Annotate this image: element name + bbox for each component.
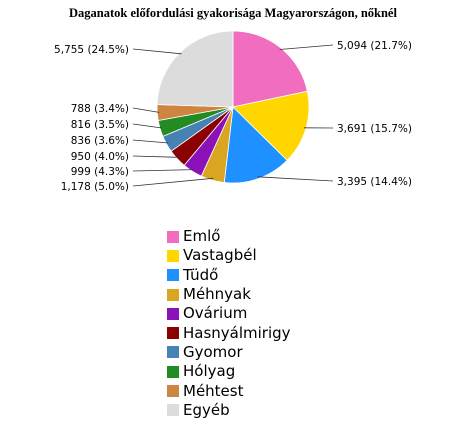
pie-svg: 5,094 (21.7%) 3,691 (15.7%) 3,395 (14.4%) 1… — [54, 30, 412, 193]
slice-label-5: 999 (4.3%) — [71, 166, 129, 178]
chart-title: Daganatok előfordulási gyakorisága Magya… — [69, 6, 397, 20]
legend-swatch — [167, 269, 179, 282]
leader-line-4 — [132, 177, 214, 187]
legend-label: Hólyag — [183, 362, 236, 381]
legend-label: Tüdő — [183, 265, 219, 284]
leader-line-8 — [132, 123, 163, 129]
leader-line-10 — [132, 48, 182, 55]
slice-label-2: 3,691 (15.7%) — [337, 123, 412, 135]
legend-item-6: Hasnyálmirigy — [167, 323, 291, 342]
legend-item-3: Tüdő — [167, 266, 291, 285]
leader-line-9 — [132, 107, 160, 113]
leader-line-7 — [132, 139, 169, 144]
slice-label-6: 950 (4.0%) — [71, 151, 129, 163]
leader-lines — [132, 44, 334, 187]
legend-item-4: Méhnyak — [167, 285, 291, 304]
legend-swatch — [167, 385, 179, 398]
slice-label-7: 836 (3.6%) — [71, 135, 129, 147]
legend-swatch — [167, 249, 179, 262]
leader-line-3 — [257, 176, 334, 182]
slice-label-8: 816 (3.5%) — [71, 119, 129, 131]
slice-label-9: 788 (3.4%) — [71, 103, 129, 115]
legend-label: Hasnyálmirigy — [183, 323, 291, 342]
legend-label: Gyomor — [183, 342, 243, 361]
legend-swatch — [167, 230, 179, 243]
legend-label: Egyéb — [183, 400, 230, 419]
legend-item-7: Gyomor — [167, 343, 291, 362]
pie-slice-10 — [156, 30, 234, 108]
legend-item-9: Méhtest — [167, 381, 291, 400]
legend-swatch — [167, 307, 179, 320]
slice-label-4: 1,178 (5.0%) — [61, 181, 129, 193]
pie-slice-3 — [223, 106, 288, 184]
legend: Emlő Vastagbél Tüdő Méhnyak Ovárium Hasnyálmi… — [167, 227, 291, 420]
slice-label-3: 3,395 (14.4%) — [337, 176, 412, 188]
slice-label-1: 5,094 (21.7%) — [337, 40, 412, 52]
slice-labels: 5,094 (21.7%) 3,691 (15.7%) 3,395 (14.4%) 1… — [54, 40, 412, 193]
pie-slice-1 — [232, 30, 308, 108]
pie-slices — [156, 30, 310, 184]
legend-swatch — [167, 404, 179, 417]
slice-label-10: 5,755 (24.5%) — [54, 44, 129, 56]
legend-label: Méhtest — [183, 381, 244, 400]
legend-swatch — [167, 327, 179, 340]
legend-label: Vastagbél — [183, 246, 257, 265]
leader-line-1 — [279, 44, 334, 50]
legend-swatch — [167, 365, 179, 378]
legend-item-2: Vastagbél — [167, 246, 291, 265]
legend-swatch — [167, 288, 179, 301]
leader-line-6 — [132, 155, 179, 158]
legend-label: Méhnyak — [183, 285, 251, 304]
legend-item-10: Egyéb — [167, 401, 291, 420]
pie-slice-2 — [232, 90, 310, 161]
leader-line-5 — [132, 169, 194, 172]
legend-label: Ovárium — [183, 304, 248, 323]
legend-item-5: Ovárium — [167, 304, 291, 323]
legend-label: Emlő — [183, 227, 221, 246]
legend-item-8: Hólyag — [167, 362, 291, 381]
legend-item-1: Emlő — [167, 227, 291, 246]
legend-swatch — [167, 346, 179, 359]
